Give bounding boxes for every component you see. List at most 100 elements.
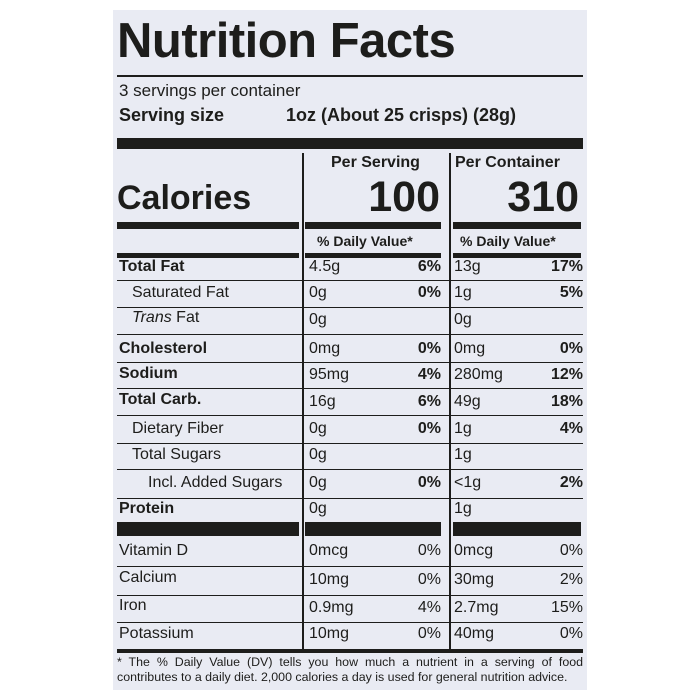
- container-dv: 0%: [559, 340, 583, 357]
- serving-dv: 0%: [417, 571, 441, 588]
- serving-amount: 0g: [309, 311, 327, 328]
- container-amount: 30mg: [454, 571, 495, 588]
- nutrient-name: Total Fat: [119, 258, 185, 275]
- nutrition-facts-label: Nutrition Facts 3 servings per container…: [113, 10, 587, 690]
- container-amount: 40mg: [454, 625, 495, 642]
- row-separator: [117, 280, 583, 281]
- container-amount: 1g: [454, 284, 472, 301]
- container-dv: 5%: [559, 284, 583, 301]
- container-amount: 280mg: [454, 366, 503, 383]
- calories-rule-right: [453, 222, 581, 229]
- row-separator: [117, 334, 583, 335]
- serving-amount: 0mcg: [309, 542, 349, 559]
- dv-rule-right: [453, 253, 581, 258]
- serving-amount: 0g: [309, 500, 327, 517]
- serving-amount: 10mg: [309, 625, 350, 642]
- container-dv: 0%: [559, 542, 583, 559]
- serving-amount: 0g: [309, 420, 327, 437]
- row-separator: [117, 469, 583, 470]
- serving-dv: 6%: [417, 258, 441, 275]
- serving-dv: 0%: [417, 420, 441, 437]
- serving-amount: 16g: [309, 393, 336, 410]
- nutrient-name: Cholesterol: [119, 340, 208, 357]
- vitamin-name: Iron: [119, 597, 147, 614]
- serving-size-value: 1oz (About 25 crisps) (28g): [286, 105, 517, 125]
- fat-word: Fat: [171, 309, 200, 326]
- container-dv: 2%: [559, 474, 583, 491]
- nutrient-name: Incl. Added Sugars: [148, 474, 283, 491]
- container-amount: 1g: [454, 420, 472, 437]
- serving-dv: 0%: [417, 625, 441, 642]
- nutrient-name: Protein: [119, 500, 175, 517]
- row-separator: [117, 415, 583, 416]
- serving-dv: 4%: [417, 366, 441, 383]
- row-separator: [117, 362, 583, 363]
- footnote-rule: [117, 649, 583, 653]
- container-amount: 1g: [454, 446, 472, 463]
- trans-word: Trans: [132, 309, 172, 326]
- container-amount: <1g: [454, 474, 482, 491]
- container-amount: 2.7mg: [454, 599, 499, 616]
- dv-heading-container: % Daily Value*: [460, 233, 556, 249]
- thick-rule-protein-mid: [305, 522, 441, 536]
- serving-dv: 0%: [417, 542, 441, 559]
- dv-rule-left: [117, 253, 299, 258]
- nutrient-name: Sodium: [119, 365, 178, 382]
- serving-amount: 0.9mg: [309, 599, 354, 616]
- row-separator: [117, 498, 583, 499]
- thick-rule-protein-left: [117, 522, 299, 536]
- serving-dv: 0%: [417, 340, 441, 357]
- serving-dv: 0%: [417, 474, 441, 491]
- serving-amount: 0g: [309, 284, 327, 301]
- servings-per-container: 3 servings per container: [119, 81, 301, 100]
- row-separator: [117, 443, 583, 444]
- nutrient-name: Total Carb.: [119, 391, 202, 408]
- label-title: Nutrition Facts: [117, 14, 456, 68]
- calories-label: Calories: [117, 179, 252, 217]
- vitamin-name: Calcium: [119, 569, 177, 586]
- container-amount: 49g: [454, 393, 481, 410]
- container-dv: 4%: [559, 420, 583, 437]
- row-separator: [117, 595, 583, 596]
- nutrient-name: Trans Fat: [132, 310, 199, 326]
- serving-amount: 10mg: [309, 571, 350, 588]
- vitamin-name: Potassium: [119, 625, 194, 642]
- serving-amount: 4.5g: [309, 258, 341, 275]
- serving-amount: 0g: [309, 474, 327, 491]
- row-separator: [117, 388, 583, 389]
- dv-heading-serving: % Daily Value*: [317, 233, 413, 249]
- serving-dv: 4%: [417, 599, 441, 616]
- row-separator: [117, 566, 583, 567]
- serving-amount: 0mg: [309, 340, 341, 357]
- row-separator: [117, 622, 583, 623]
- calories-per-serving: 100: [368, 173, 440, 221]
- container-dv: 17%: [550, 258, 583, 275]
- title-rule: [117, 75, 583, 77]
- thick-rule-top: [117, 138, 583, 149]
- container-dv: 12%: [550, 366, 583, 383]
- serving-dv: 6%: [417, 393, 441, 410]
- column-divider-left: [302, 153, 304, 651]
- container-amount: 13g: [454, 258, 481, 275]
- nutrient-name: Dietary Fiber: [132, 420, 224, 437]
- nutrient-name: Saturated Fat: [132, 284, 229, 301]
- container-amount: 0g: [454, 311, 472, 328]
- dv-rule-mid: [305, 253, 441, 258]
- serving-amount: 95mg: [309, 366, 350, 383]
- serving-size-label: Serving size: [119, 105, 225, 125]
- container-dv: 0%: [559, 625, 583, 642]
- container-amount: 0mg: [454, 340, 486, 357]
- container-amount: 1g: [454, 500, 472, 517]
- serving-dv: 0%: [417, 284, 441, 301]
- container-amount: 0mcg: [454, 542, 494, 559]
- nutrient-name: Total Sugars: [132, 446, 221, 463]
- serving-amount: 0g: [309, 446, 327, 463]
- column-divider-right: [449, 153, 451, 651]
- per-serving-heading: Per Serving: [331, 154, 420, 171]
- calories-rule-left: [117, 222, 299, 229]
- thick-rule-protein-right: [453, 522, 581, 536]
- vitamin-name: Vitamin D: [119, 542, 189, 559]
- row-separator: [117, 307, 583, 308]
- calories-per-container: 310: [507, 173, 579, 221]
- container-dv: 2%: [559, 571, 583, 588]
